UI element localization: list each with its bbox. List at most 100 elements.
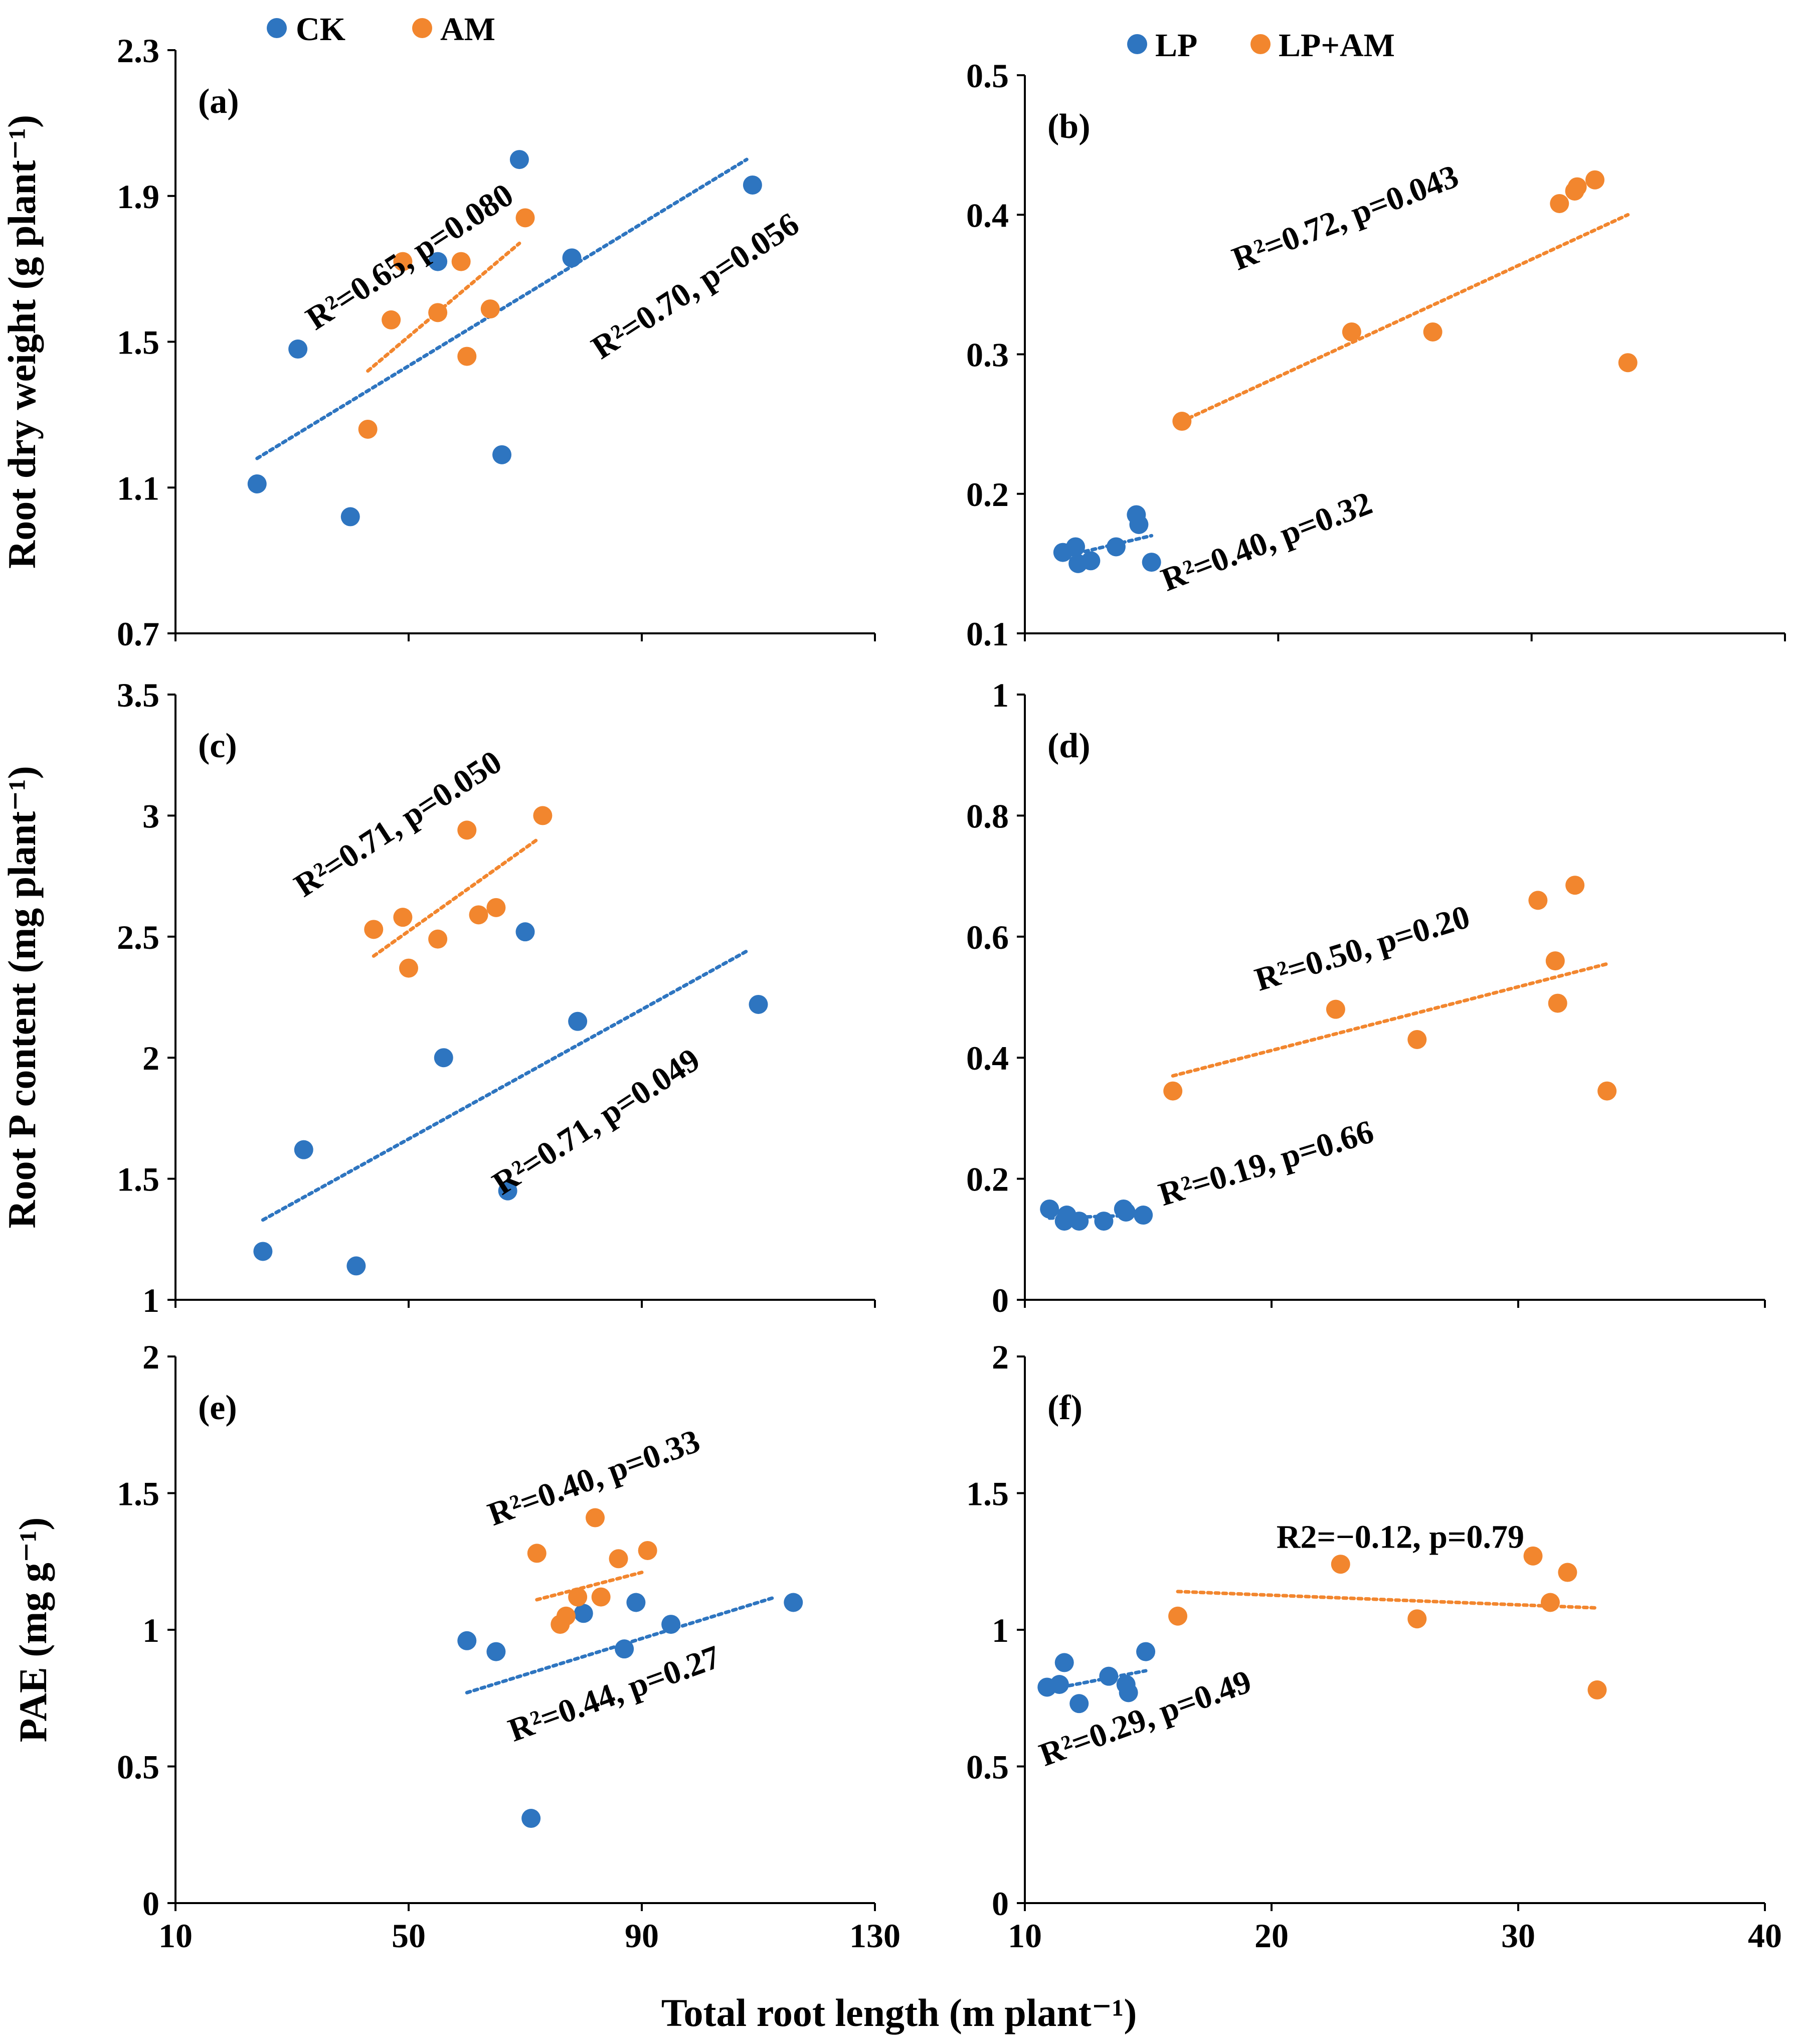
panel-label: (c) (198, 727, 237, 765)
data-point (1081, 551, 1101, 571)
y-tick-label: 2.3 (117, 32, 159, 70)
y-tick-label: 1.5 (117, 1475, 159, 1513)
data-point (1066, 537, 1086, 557)
data-point (457, 1631, 477, 1650)
data-point (253, 1242, 273, 1261)
legend-left: CK AM (267, 11, 495, 48)
data-point (451, 252, 471, 271)
data-point (1618, 353, 1638, 373)
data-point (586, 1508, 605, 1527)
data-point (609, 1549, 628, 1569)
data-point (1069, 1212, 1089, 1231)
data-point (382, 310, 401, 329)
series-am (364, 806, 553, 978)
legend-marker-lp (1127, 34, 1147, 54)
data-point (393, 908, 413, 927)
data-point (1407, 1609, 1427, 1629)
trendline (372, 838, 539, 958)
series-lp-am (1163, 876, 1617, 1101)
data-point (568, 1587, 588, 1607)
data-point (1049, 1675, 1069, 1694)
data-point (661, 1615, 681, 1634)
y-tick-label: 0.3 (966, 336, 1009, 374)
data-point (393, 252, 413, 271)
y-tick-label: 0.1 (966, 615, 1009, 653)
data-point (638, 1541, 657, 1560)
x-tick-label: 10 (1008, 1917, 1042, 1955)
data-point (556, 1606, 576, 1626)
data-point (1597, 1081, 1617, 1101)
data-point (533, 806, 553, 825)
regression-annotation: R²=0.71, p=0.050 (288, 743, 508, 904)
y-tick-label: 0.2 (966, 475, 1009, 514)
y-tick-label: 1.1 (117, 469, 159, 507)
data-point (784, 1593, 803, 1612)
data-point (428, 929, 448, 949)
y-tick-label: 2 (142, 1338, 159, 1376)
series-ck (253, 922, 768, 1276)
regression-annotation: R2=−0.12, p=0.79 (1277, 1519, 1524, 1556)
panel-d: 0 0.2 0.4 0.6 0.8 1 (d) R²=0.50, p=0.20 R²=0.19,… (966, 676, 1766, 1319)
data-point (562, 248, 582, 268)
trendline (1180, 213, 1630, 423)
y-tick-label: 0 (992, 1885, 1009, 1923)
regression-annotation: R²=0.71, p=0.049 (486, 1041, 706, 1202)
y-tick-label: 1 (142, 1281, 159, 1319)
y-tick-label: 1.5 (966, 1475, 1009, 1513)
y-tick-label: 0.4 (966, 196, 1009, 234)
x-tick-label: 40 (1748, 1917, 1782, 1955)
data-point (1129, 515, 1149, 534)
y-axis-label: Root dry weight (g plant⁻¹) (0, 115, 44, 569)
x-tick-label: 90 (625, 1917, 659, 1955)
data-point (574, 1604, 593, 1623)
data-point (521, 1809, 541, 1828)
data-point (1134, 1206, 1153, 1225)
x-tick-label: 30 (1501, 1917, 1535, 1955)
data-point (1069, 1694, 1089, 1714)
data-point (515, 922, 535, 942)
y-tick-label: 1 (142, 1611, 159, 1649)
trendline (1176, 1590, 1599, 1610)
panel-a: 0.7 1.1 1.5 1.9 2.3 Root dry weight (g plant⁻… (0, 32, 876, 653)
data-point (492, 445, 511, 464)
y-tick-label: 0.6 (966, 918, 1009, 956)
y-tick-label: 2.5 (117, 918, 159, 956)
data-point (1407, 1030, 1427, 1049)
series-ck (457, 1593, 803, 1828)
data-point (469, 905, 488, 925)
data-point (1423, 322, 1443, 342)
y-tick-label: 1 (992, 676, 1009, 714)
legend-marker-am (412, 18, 432, 38)
data-point (527, 1544, 547, 1563)
x-tick-label: 20 (1254, 1917, 1289, 1955)
regression-annotation: R²=0.29, p=0.49 (1035, 1663, 1256, 1773)
legend-label-am: AM (440, 11, 495, 48)
data-point (1326, 999, 1345, 1019)
data-point (615, 1639, 634, 1659)
series-am (358, 208, 535, 439)
legend-marker-lp-am (1250, 34, 1271, 54)
y-tick-label: 0.5 (966, 1748, 1009, 1786)
y-tick-label: 3.5 (117, 676, 159, 714)
data-point (1540, 1593, 1560, 1612)
data-point (509, 150, 529, 169)
panel-f: 0 0.5 1 1.5 2 10 20 30 40 (f) R2=−0.12, p=0.79 R²=0… (966, 1338, 1782, 1955)
panel-label: (a) (198, 82, 239, 121)
y-tick-label: 0.7 (117, 615, 159, 653)
data-point (434, 1048, 453, 1068)
regression-annotation: R²=0.44, p=0.27 (503, 1638, 725, 1749)
y-tick-label: 2 (142, 1039, 159, 1077)
regression-annotation: R²=0.40, p=0.32 (1156, 484, 1377, 598)
data-point (294, 1140, 313, 1159)
data-point (457, 347, 477, 366)
legend-label-ck: CK (296, 11, 345, 48)
data-point (498, 1181, 517, 1201)
y-tick-label: 0.5 (966, 57, 1009, 95)
x-tick-label: 10 (158, 1917, 193, 1955)
data-point (486, 1642, 506, 1661)
data-point (364, 920, 384, 939)
y-tick-label: 2 (992, 1338, 1009, 1376)
series-lp-am (1168, 1546, 1607, 1699)
